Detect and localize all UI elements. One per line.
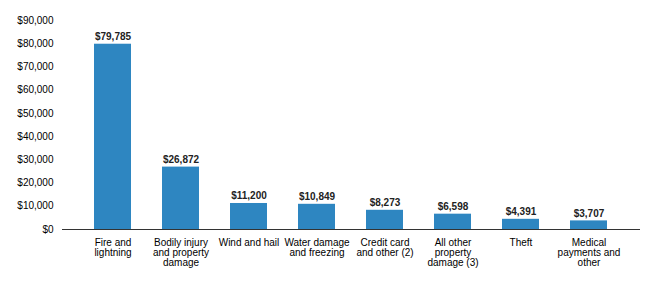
svg-text:$50,000: $50,000 — [17, 108, 54, 119]
svg-text:$80,000: $80,000 — [17, 38, 54, 49]
svg-text:Bodily injuryand propertydamag: Bodily injuryand propertydamage — [153, 237, 209, 268]
svg-text:$4,391: $4,391 — [506, 206, 537, 217]
svg-text:$11,200: $11,200 — [231, 190, 267, 201]
svg-text:$79,785: $79,785 — [95, 31, 132, 42]
svg-text:$30,000: $30,000 — [17, 154, 54, 165]
svg-text:$60,000: $60,000 — [17, 84, 54, 95]
svg-text:Fire andlightning: Fire andlightning — [94, 237, 131, 258]
svg-text:$6,598: $6,598 — [438, 201, 469, 212]
svg-text:$10,000: $10,000 — [17, 200, 54, 211]
svg-text:$3,707: $3,707 — [574, 208, 605, 219]
svg-text:$8,273: $8,273 — [370, 197, 401, 208]
svg-text:Theft: Theft — [510, 237, 533, 248]
svg-text:Wind and hail: Wind and hail — [219, 237, 280, 248]
svg-text:$10,849: $10,849 — [299, 191, 336, 202]
svg-text:$0: $0 — [42, 224, 54, 235]
svg-text:All otherpropertydamage (3): All otherpropertydamage (3) — [427, 237, 478, 268]
svg-text:$26,872: $26,872 — [163, 154, 200, 165]
svg-text:$90,000: $90,000 — [17, 15, 54, 26]
svg-text:$40,000: $40,000 — [17, 131, 54, 142]
svg-text:$20,000: $20,000 — [17, 177, 54, 188]
svg-text:$70,000: $70,000 — [17, 61, 54, 72]
svg-text:Credit cardand other (2): Credit cardand other (2) — [356, 237, 413, 258]
svg-text:Medicalpayments andother: Medicalpayments andother — [558, 237, 621, 268]
svg-text:Water damageand freezing: Water damageand freezing — [284, 237, 350, 258]
